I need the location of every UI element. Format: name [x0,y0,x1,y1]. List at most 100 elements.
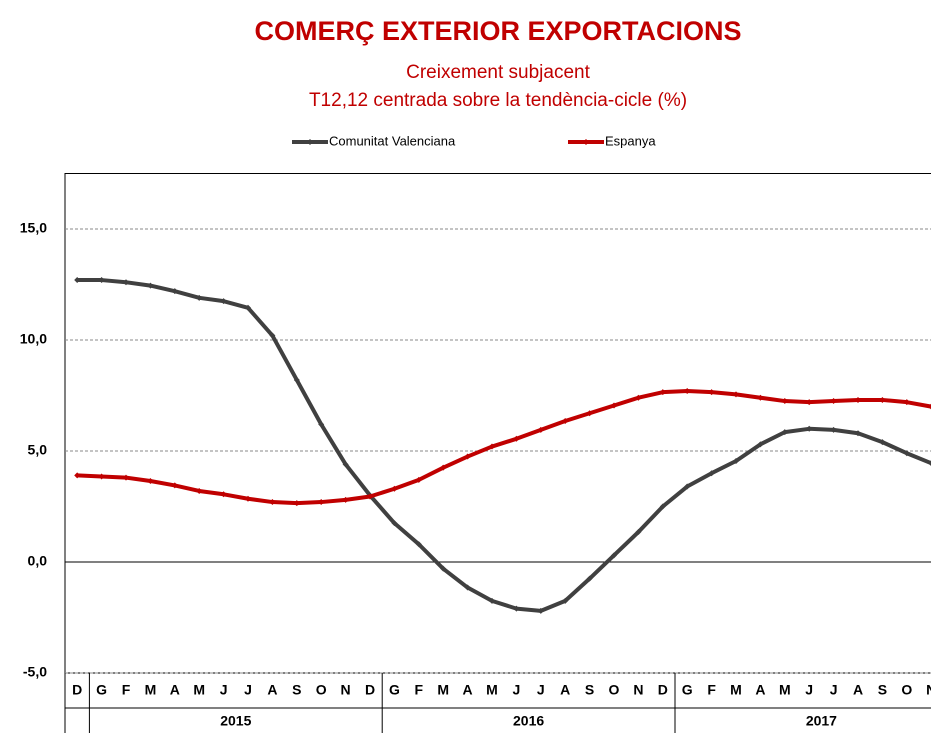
x-tick-label: N [926,682,931,698]
data-point [562,418,569,425]
data-point [269,332,276,339]
data-point [318,421,325,428]
data-point [464,453,471,460]
data-point [659,503,666,510]
data-point [586,410,593,417]
data-point [684,483,691,490]
x-tick-label: G [96,682,107,698]
legend-label: Comunitat Valenciana [329,133,456,148]
data-point [928,403,931,410]
y-tick-label: 10,0 [20,331,47,347]
x-tick-label: A [853,682,863,698]
data-point [513,605,520,612]
data-point [928,460,931,467]
y-tick-label: -5,0 [23,664,47,680]
data-point [342,496,349,503]
x-tick-label: A [755,682,765,698]
series-line [77,278,931,613]
x-tick-label: S [585,682,594,698]
data-point [879,396,886,403]
data-point [611,552,617,559]
x-tick-label: J [805,682,813,698]
data-point [489,443,495,450]
data-point [171,482,178,489]
data-point [830,398,837,405]
data-point [513,435,520,442]
data-point [440,565,447,572]
data-point [196,487,203,494]
data-point [757,441,764,448]
x-tick-label: O [609,682,620,698]
data-point [98,473,105,480]
data-point [318,499,325,506]
x-tick-label: J [513,682,521,698]
data-point [147,282,154,289]
data-point [903,450,910,457]
data-point [757,394,764,401]
data-point [586,575,593,582]
data-point [562,597,569,604]
x-tick-label: A [267,682,277,698]
data-point [903,399,910,406]
legend-marker [307,139,313,145]
x-tick-label: J [244,682,252,698]
data-point [781,429,788,436]
x-tick-label: N [633,682,643,698]
data-point [293,376,300,383]
data-point [781,398,788,405]
x-tick-label: M [779,682,791,698]
data-point [391,520,398,527]
data-point [684,388,691,395]
x-tick-label: O [901,682,912,698]
year-label: 2016 [513,713,544,729]
data-point [855,396,861,403]
data-point [440,464,447,471]
data-point [611,402,617,409]
data-point [489,597,495,604]
x-tick-label: O [316,682,327,698]
x-tick-label: A [560,682,570,698]
x-tick-label: F [415,682,424,698]
data-point [879,439,886,446]
x-tick-label: M [730,682,742,698]
x-tick-label: M [193,682,205,698]
x-tick-label: F [707,682,716,698]
data-point [245,304,251,311]
data-point [733,457,739,464]
subtitle: Creixement subjacent [406,62,590,83]
data-point [830,426,837,433]
data-point [171,288,178,295]
x-tick-label: A [463,682,473,698]
x-tick-label: G [389,682,400,698]
data-point [269,499,276,506]
data-point [367,493,373,500]
data-point [635,529,642,536]
data-point [415,476,422,483]
x-tick-label: J [830,682,838,698]
y-tick-label: 15,0 [20,220,47,236]
x-tick-label: D [365,682,375,698]
x-tick-label: S [878,682,887,698]
year-label: 2017 [806,713,837,729]
x-tick-label: N [341,682,351,698]
x-tick-label: M [437,682,449,698]
data-point [74,277,81,284]
data-point [98,277,105,284]
x-tick-label: D [658,682,668,698]
data-point [464,584,471,591]
data-point [245,495,251,502]
subtitle: T12,12 centrada sobre la tendència-cicle… [309,90,687,111]
data-point [806,399,813,406]
data-point [708,389,715,396]
data-point [733,391,739,398]
data-point [537,426,544,433]
x-tick-label: D [72,682,82,698]
data-point [123,279,129,286]
data-point [123,474,129,481]
plot-area [64,173,931,674]
x-tick-label: S [292,682,301,698]
x-tick-label: G [682,682,693,698]
data-point [659,389,666,396]
data-point [537,607,544,614]
